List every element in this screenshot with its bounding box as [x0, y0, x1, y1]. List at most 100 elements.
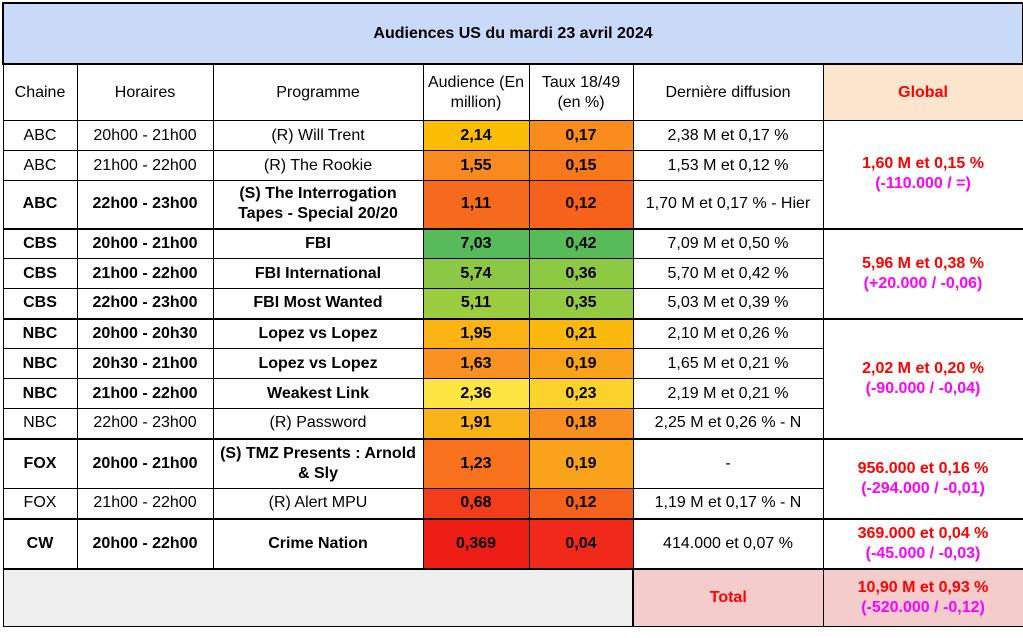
cell-programme: FBI — [212, 227, 424, 259]
cell-horaires: 21h00 - 22h00 — [76, 378, 214, 409]
cell-chaine: NBC — [2, 378, 78, 409]
table-row: FOX 20h00 - 21h00 (S) TMZ Presents : Arnol… — [2, 437, 1023, 519]
table-row: NBC 20h30 - 21h00 Lopez vs Lopez 1,63 0,19 1,… — [2, 348, 1023, 379]
cell-derniere: 1,19 M et 0,17 % - N — [632, 488, 824, 519]
cell-programme: Lopez vs Lopez — [212, 317, 424, 349]
cell-horaires: 20h00 - 21h00 — [76, 437, 214, 489]
cell-audience: 7,03 — [422, 227, 530, 259]
global-line1: 5,96 M et 0,38 % — [862, 254, 984, 272]
cell-audience: 1,23 — [422, 437, 530, 489]
cell-derniere: - — [632, 437, 824, 489]
footer-blank — [2, 567, 634, 627]
table-row: CBS 20h00 - 21h00 FBI 7,03 0,42 7,09 M et 0,5… — [2, 227, 1023, 319]
cell-audience: 5,11 — [422, 288, 530, 319]
table-row: CBS 21h00 - 22h00 FBI International 5,74 0,3… — [2, 258, 1023, 289]
cell-taux: 0,19 — [528, 348, 634, 379]
cell-derniere: 1,65 M et 0,21 % — [632, 348, 824, 379]
cell-programme: Crime Nation — [212, 517, 424, 569]
cell-chaine: NBC — [2, 317, 78, 349]
header-taux: Taux 18/49 (en %) — [528, 63, 634, 121]
table-row: CBS 22h00 - 23h00 FBI Most Wanted 5,11 0,35 5… — [2, 288, 1023, 319]
total-line2: (-520.000 / -0,12) — [861, 598, 985, 616]
cell-taux: 0,17 — [528, 120, 634, 151]
cell-audience: 0,68 — [422, 488, 530, 519]
global-line1: 1,60 M et 0,15 % — [862, 155, 984, 173]
cell-chaine: FOX — [2, 488, 78, 519]
cell-programme: (S) The Interrogation Tapes - Special 20… — [212, 180, 424, 229]
table-row: ABC 21h00 - 22h00 (R) The Rookie 1,55 0,15 1,… — [2, 150, 1023, 181]
cell-chaine: CW — [2, 517, 78, 569]
table-row: FOX 21h00 - 22h00 (R) Alert MPU 0,68 0,12 1,1… — [2, 488, 1023, 519]
table-body: ABC 20h00 - 21h00 (R) Will Trent 2,14 0,17 2,… — [2, 120, 1023, 569]
cell-horaires: 21h00 - 22h00 — [76, 150, 214, 181]
cell-global: 5,96 M et 0,38 % (+20.000 / -0,06) — [822, 227, 1023, 319]
cell-programme: Weakest Link — [212, 378, 424, 409]
cell-audience: 2,14 — [422, 120, 530, 151]
cell-derniere: 2,25 M et 0,26 % - N — [632, 408, 824, 439]
cell-chaine: ABC — [2, 150, 78, 181]
cell-horaires: 20h00 - 21h00 — [76, 227, 214, 259]
global-line2: (+20.000 / -0,06) — [863, 274, 983, 292]
cell-horaires: 22h00 - 23h00 — [76, 288, 214, 319]
cell-taux: 0,36 — [528, 258, 634, 289]
cell-audience: 1,55 — [422, 150, 530, 181]
cell-chaine: NBC — [2, 348, 78, 379]
cell-programme: FBI Most Wanted — [212, 288, 424, 319]
cell-audience: 1,91 — [422, 408, 530, 439]
total-row: Total 10,90 M et 0,93 % (-520.000 / -0,1… — [2, 567, 1023, 627]
cell-chaine: ABC — [2, 120, 78, 151]
cell-taux: 0,15 — [528, 150, 634, 181]
global-line2: (-45.000 / -0,03) — [865, 544, 981, 562]
cell-audience: 1,11 — [422, 180, 530, 229]
cell-programme: (R) Alert MPU — [212, 488, 424, 519]
cell-programme: (R) Will Trent — [212, 120, 424, 151]
cell-programme: (R) Password — [212, 408, 424, 439]
cell-derniere: 7,09 M et 0,50 % — [632, 227, 824, 259]
cell-chaine: CBS — [2, 258, 78, 289]
cell-derniere: 2,10 M et 0,26 % — [632, 317, 824, 349]
cell-derniere: 1,70 M et 0,17 % - Hier — [632, 180, 824, 229]
header-horaires: Horaires — [76, 63, 214, 121]
total-label: Total — [632, 567, 824, 627]
cell-programme: (S) TMZ Presents : Arnold & Sly — [212, 437, 424, 489]
cell-taux: 0,04 — [528, 517, 634, 569]
cell-global: 1,60 M et 0,15 % (-110.000 / =) — [822, 120, 1023, 229]
cell-taux: 0,12 — [528, 488, 634, 519]
cell-derniere: 2,19 M et 0,21 % — [632, 378, 824, 409]
table-title: Audiences US du mardi 23 avril 2024 — [1, 2, 1023, 65]
table-row: NBC 20h00 - 20h30 Lopez vs Lopez 1,95 0,21 2,… — [2, 317, 1023, 439]
cell-programme: FBI International — [212, 258, 424, 289]
cell-chaine: FOX — [2, 437, 78, 489]
global-line2: (-90.000 / -0,04) — [865, 379, 981, 397]
cell-derniere: 1,53 M et 0,12 % — [632, 150, 824, 181]
cell-audience: 1,63 — [422, 348, 530, 379]
cell-audience: 0,369 — [422, 517, 530, 569]
cell-horaires: 20h00 - 22h00 — [76, 517, 214, 569]
cell-derniere: 414.000 et 0,07 % — [632, 517, 824, 569]
cell-audience: 5,74 — [422, 258, 530, 289]
title-row: Audiences US du mardi 23 avril 2024 — [1, 2, 1023, 65]
header-audience: Audience (En million) — [422, 63, 530, 121]
cell-taux: 0,42 — [528, 227, 634, 259]
cell-audience: 1,95 — [422, 317, 530, 349]
cell-chaine: CBS — [2, 288, 78, 319]
cell-horaires: 20h30 - 21h00 — [76, 348, 214, 379]
header-global: Global — [822, 63, 1023, 121]
cell-taux: 0,18 — [528, 408, 634, 439]
total-line1: 10,90 M et 0,93 % — [857, 578, 989, 596]
cell-global: 369.000 et 0,04 % (-45.000 / -0,03) — [822, 517, 1023, 569]
cell-derniere: 2,38 M et 0,17 % — [632, 120, 824, 151]
cell-horaires: 20h00 - 21h00 — [76, 120, 214, 151]
global-line2: (-294.000 / -0,01) — [861, 479, 985, 497]
global-line2: (-110.000 / =) — [875, 175, 971, 193]
cell-taux: 0,19 — [528, 437, 634, 489]
audience-table: Audiences US du mardi 23 avril 2024 Chai… — [1, 2, 1023, 627]
cell-horaires: 21h00 - 22h00 — [76, 488, 214, 519]
cell-programme: (R) The Rookie — [212, 150, 424, 181]
cell-taux: 0,35 — [528, 288, 634, 319]
table-row: ABC 20h00 - 21h00 (R) Will Trent 2,14 0,17 2,… — [2, 120, 1023, 229]
cell-horaires: 22h00 - 23h00 — [76, 180, 214, 229]
cell-chaine: CBS — [2, 227, 78, 259]
global-line1: 956.000 et 0,16 % — [857, 459, 989, 477]
